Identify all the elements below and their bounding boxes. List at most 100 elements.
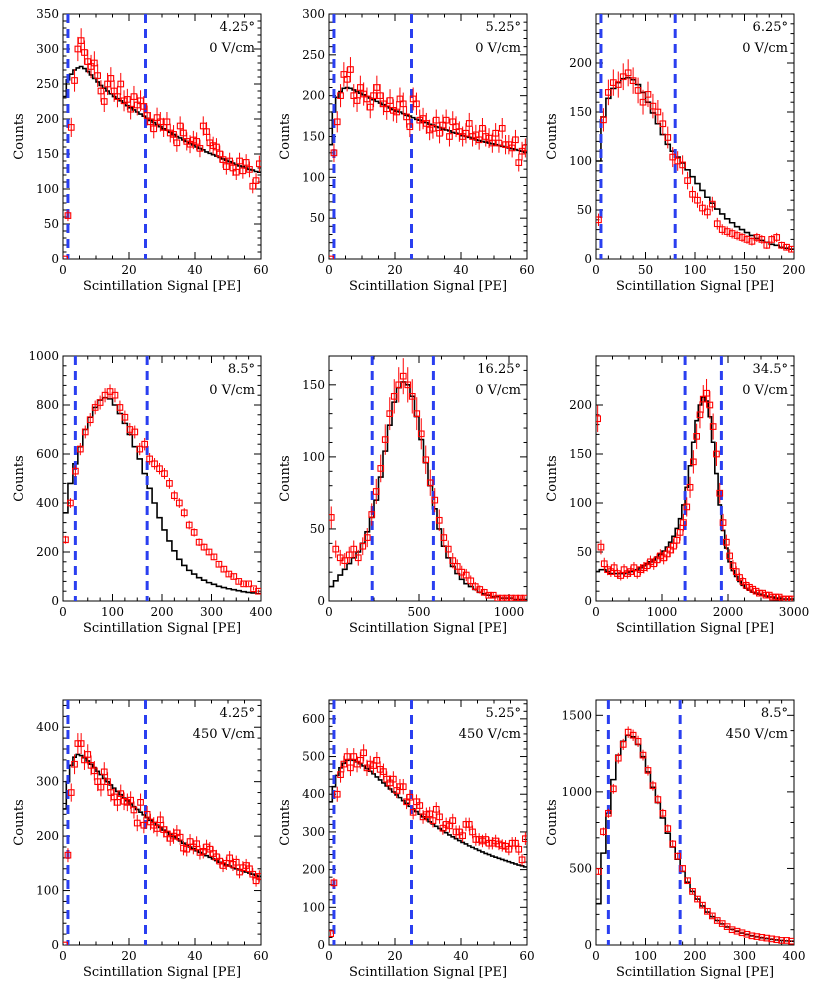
data-point xyxy=(738,929,746,937)
data-point xyxy=(676,524,684,541)
data-marker xyxy=(748,932,756,940)
y-tick-label: 400 xyxy=(302,787,325,801)
field-annotation: 450 V/cm xyxy=(459,727,521,742)
data-marker xyxy=(649,102,657,110)
y-tick-label: 200 xyxy=(36,545,59,559)
data-marker xyxy=(117,790,125,797)
data-point xyxy=(377,454,385,483)
data-marker xyxy=(723,228,731,235)
data-marker xyxy=(100,768,108,776)
data-point xyxy=(408,379,416,414)
data-marker xyxy=(127,105,134,113)
data-point xyxy=(413,397,421,431)
data-marker xyxy=(733,927,741,935)
data-marker xyxy=(684,877,691,885)
plot-area xyxy=(63,700,261,945)
y-tick-label: 400 xyxy=(36,496,59,510)
x-tick-label: 0 xyxy=(59,605,67,619)
y-axis-label: Counts xyxy=(278,455,293,501)
data-marker xyxy=(393,108,401,116)
data-point xyxy=(507,594,515,601)
field-annotation: 0 V/cm xyxy=(475,41,521,56)
plot-area xyxy=(329,14,527,259)
data-marker xyxy=(127,796,134,804)
y-tick-label: 500 xyxy=(302,750,325,764)
data-marker xyxy=(71,77,78,84)
data-point xyxy=(340,62,348,87)
data-point xyxy=(86,413,94,427)
data-marker xyxy=(600,116,607,124)
data-marker xyxy=(467,577,475,585)
data-point xyxy=(136,442,144,456)
data-marker xyxy=(240,580,248,588)
data-marker xyxy=(624,69,632,77)
y-tick-label: 50 xyxy=(577,545,592,559)
data-point xyxy=(64,210,72,222)
data-point xyxy=(459,829,467,843)
data-point xyxy=(605,79,612,106)
data-point xyxy=(683,497,691,517)
x-tick-label: 20 xyxy=(387,263,402,277)
data-marker xyxy=(704,907,711,915)
data-marker xyxy=(166,480,173,487)
data-marker xyxy=(232,168,240,176)
data-point xyxy=(180,508,188,518)
chart-panel-6: 0 1000 2000 3000 0 50 100 150 200 Scintillation S… xyxy=(545,355,809,636)
simulation-histogram xyxy=(63,396,261,595)
x-tick-label: 100 xyxy=(101,605,124,619)
data-point xyxy=(106,384,114,399)
data-point xyxy=(67,498,74,508)
data-marker xyxy=(343,753,351,760)
data-point xyxy=(596,868,602,875)
simulation-histogram xyxy=(596,734,794,942)
data-point xyxy=(330,143,338,163)
x-tick-label: 60 xyxy=(519,263,534,277)
data-marker xyxy=(694,895,701,903)
data-point xyxy=(680,513,687,532)
data-point xyxy=(689,888,696,895)
data-point xyxy=(521,138,527,158)
data-marker xyxy=(654,796,662,803)
data-point xyxy=(743,930,751,938)
y-tick-label: 300 xyxy=(36,42,59,56)
data-marker xyxy=(239,167,247,175)
data-marker xyxy=(333,118,341,126)
data-point xyxy=(516,594,524,601)
data-point xyxy=(748,237,756,246)
data-point xyxy=(432,109,440,131)
data-marker xyxy=(518,856,526,864)
data-marker xyxy=(596,415,601,423)
data-point xyxy=(97,777,105,797)
data-marker xyxy=(465,120,473,127)
simulation-histogram xyxy=(329,758,527,868)
data-marker xyxy=(329,930,335,938)
data-marker xyxy=(515,845,523,853)
data-marker xyxy=(215,560,223,568)
data-point xyxy=(64,848,72,863)
x-tick-label: 100 xyxy=(634,949,657,963)
x-tick-label: 0 xyxy=(592,949,600,963)
data-point xyxy=(395,367,403,403)
data-point xyxy=(171,490,178,501)
data-marker xyxy=(669,153,677,161)
data-point xyxy=(337,766,344,783)
chart-panel-9: 0 100 200 300 400 0 500 1000 1500 Scintillation S… xyxy=(545,699,805,980)
data-point xyxy=(778,937,785,944)
data-point xyxy=(605,808,612,818)
data-point xyxy=(399,92,407,116)
data-marker xyxy=(521,144,527,152)
data-marker xyxy=(516,594,524,601)
data-marker xyxy=(644,767,652,774)
data-point xyxy=(245,580,252,588)
data-point xyxy=(686,476,694,498)
y-tick-label: 150 xyxy=(36,147,59,161)
y-tick-label: 0 xyxy=(51,594,59,608)
data-marker xyxy=(236,157,243,165)
simulation-histogram xyxy=(329,381,527,601)
data-point xyxy=(783,243,790,251)
x-tick-label: 0 xyxy=(592,605,600,619)
data-point xyxy=(230,573,238,580)
data-point xyxy=(659,112,667,136)
data-marker xyxy=(255,587,261,595)
